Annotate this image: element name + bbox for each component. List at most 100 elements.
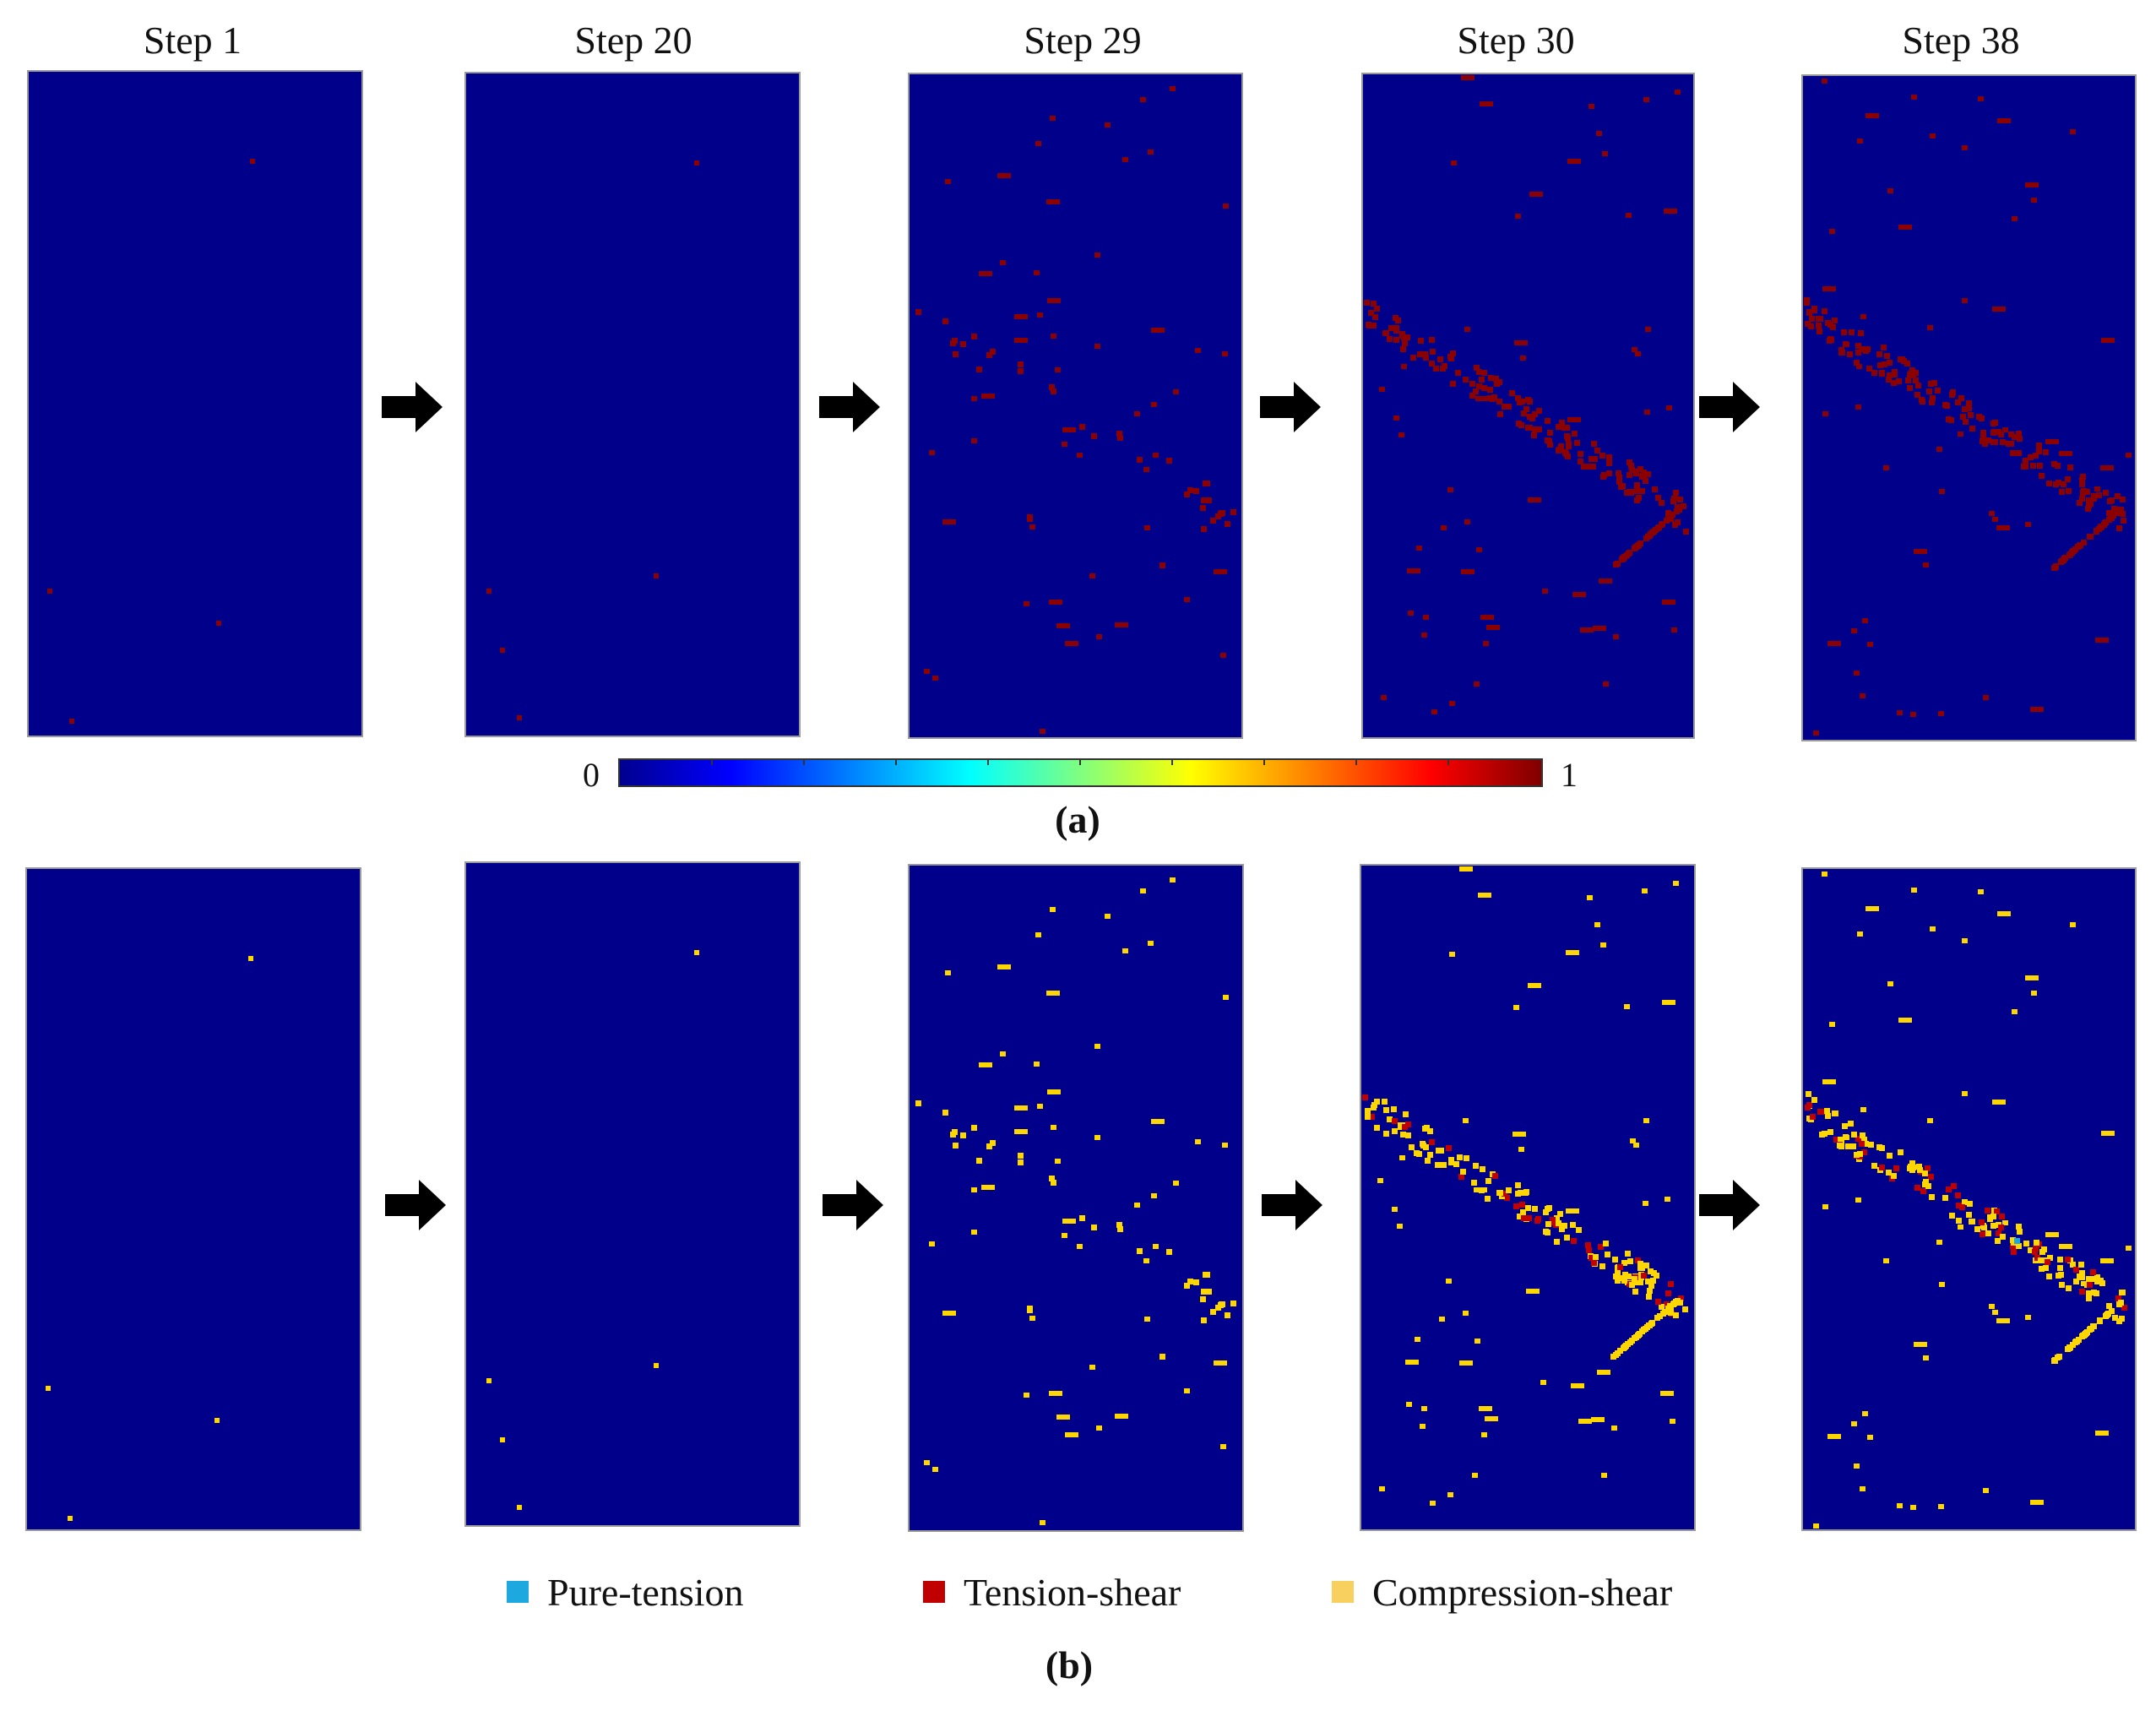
legend-label-tension-shear: Tension-shear [964, 1570, 1181, 1614]
damage-element [1898, 1018, 1912, 1023]
damage-element [1521, 410, 1527, 416]
damage-element [2028, 454, 2034, 460]
damage-element [1047, 298, 1061, 303]
damage-element [250, 159, 255, 164]
damage-element [1094, 1044, 1100, 1049]
damage-element [2116, 525, 2122, 531]
damage-element [1871, 1163, 1877, 1169]
damage-element [2076, 1337, 2082, 1343]
damage-element [1876, 351, 1882, 357]
damage-element [1810, 1114, 1816, 1120]
damage-element [1938, 1504, 1944, 1509]
damage-element [1404, 334, 1410, 340]
damage-element [1374, 1125, 1380, 1131]
damage-element [1159, 1354, 1165, 1360]
damage-element [1914, 1185, 1920, 1191]
damage-element [1996, 1318, 2010, 1323]
damage-element [2080, 474, 2086, 480]
damage-element [1596, 131, 1602, 136]
damage-element [1203, 481, 1208, 486]
damage-element [1387, 1116, 1393, 1122]
damage-element [1051, 388, 1056, 394]
damage-element [2094, 486, 2100, 491]
damage-element [2080, 1333, 2086, 1339]
damage-element [1914, 549, 1927, 554]
damage-element [1822, 872, 1827, 877]
damage-element [976, 1158, 982, 1164]
damage-element [1927, 325, 1933, 330]
damage-element [950, 1132, 956, 1138]
damage-element [1675, 519, 1681, 525]
damage-element [1464, 327, 1470, 332]
damage-element [1653, 527, 1659, 533]
damage-element [2094, 1279, 2100, 1284]
damage-element [2033, 1246, 2039, 1252]
damage-element [1000, 260, 1006, 265]
damage-element [2065, 1257, 2071, 1263]
damage-element [1639, 488, 1645, 494]
damage-element [694, 160, 699, 166]
damage-element [1218, 1302, 1224, 1308]
damage-element [1968, 412, 1974, 418]
panel-b-step-1 [25, 867, 361, 1531]
panel-a-step-30 [1361, 73, 1695, 739]
damage-element [1429, 337, 1435, 343]
damage-element [1037, 1104, 1043, 1109]
damage-element [1662, 600, 1675, 605]
damage-element [1647, 1288, 1653, 1294]
damage-element [1887, 981, 1893, 986]
damage-element [1949, 392, 1955, 398]
damage-element [1402, 1124, 1408, 1130]
damage-element [1817, 316, 1823, 322]
damage-element [1854, 360, 1860, 366]
damage-element [1512, 1132, 1526, 1137]
damage-element [2101, 338, 2115, 343]
damage-element [1980, 1231, 1985, 1237]
damage-element [1817, 329, 1822, 334]
damage-element [1442, 363, 1447, 369]
damage-element [69, 719, 74, 724]
damage-element [1392, 1207, 1398, 1212]
damage-element [1915, 383, 1921, 388]
damage-element [1673, 881, 1679, 886]
damage-element [1526, 1289, 1540, 1294]
damage-element [1558, 443, 1564, 449]
damage-element [2101, 1131, 2115, 1136]
damage-element [1896, 378, 1902, 384]
damage-element [1666, 405, 1672, 410]
damage-element [1822, 286, 1836, 291]
damage-element [1018, 368, 1024, 374]
damage-element [1173, 1181, 1179, 1186]
damage-element [1441, 1162, 1447, 1168]
damage-element [1416, 546, 1422, 551]
damage-element [1220, 653, 1226, 658]
damage-element [1029, 524, 1035, 529]
damage-element [1049, 1176, 1055, 1181]
damage-element [1606, 460, 1612, 466]
damage-element [1856, 364, 1862, 369]
damage-element [1532, 411, 1538, 417]
damage-element [2102, 520, 2108, 526]
damage-element [1989, 511, 1995, 516]
damage-element [1999, 1214, 2005, 1219]
damage-element [1590, 464, 1596, 470]
damage-element [1594, 922, 1600, 927]
damage-element [1978, 96, 1984, 101]
damage-element [1621, 1260, 1627, 1266]
damage-element [1668, 1310, 1674, 1316]
damage-element [1887, 1153, 1893, 1159]
damage-element [1536, 426, 1542, 432]
damage-element [942, 1110, 948, 1116]
damage-element [2086, 1295, 2092, 1301]
damage-element [1423, 355, 1429, 361]
damage-element [1632, 1335, 1637, 1341]
damage-element [1485, 1178, 1491, 1184]
damage-element [1632, 347, 1637, 352]
damage-element [654, 573, 659, 578]
damage-element [1540, 1380, 1546, 1385]
damage-element [2079, 1274, 2085, 1280]
damage-element [1611, 1425, 1617, 1431]
damage-element [1096, 1425, 1102, 1431]
damage-element [1969, 1219, 1974, 1225]
damage-element [1946, 1187, 1952, 1192]
